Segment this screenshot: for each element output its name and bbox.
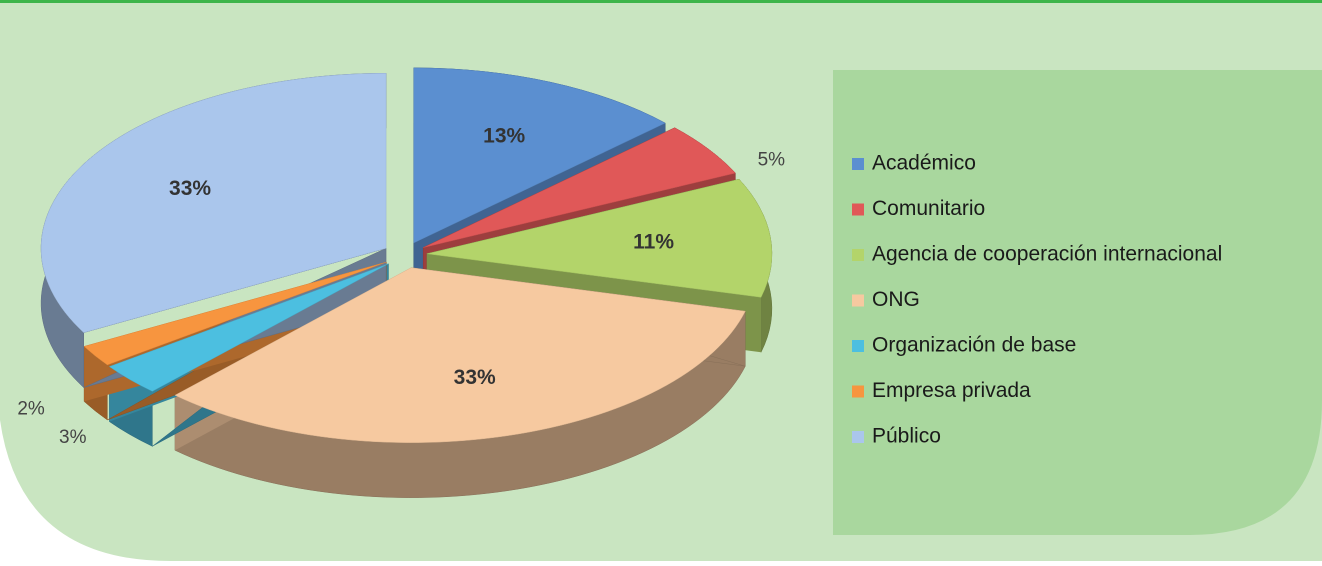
data-label: 11% bbox=[633, 230, 674, 253]
legend-box bbox=[833, 70, 1322, 535]
legend-label: Empresa privada bbox=[872, 379, 1031, 402]
slice bbox=[174, 267, 746, 443]
data-label: 5% bbox=[758, 150, 786, 171]
data-label: 3% bbox=[59, 427, 87, 448]
legend-label: Público bbox=[872, 425, 941, 448]
slice bbox=[413, 67, 666, 244]
data-label: 33% bbox=[169, 177, 211, 200]
legend-label: ONG bbox=[872, 288, 920, 311]
top-rule bbox=[0, 0, 1322, 3]
legend-marker bbox=[852, 294, 864, 307]
data-label: 13% bbox=[483, 124, 525, 147]
slice bbox=[40, 73, 387, 333]
legend-label: Organización de base bbox=[872, 334, 1076, 357]
legend-label: Agencia de cooperación internacional bbox=[872, 243, 1222, 266]
legend-marker bbox=[852, 340, 864, 352]
slice bbox=[83, 261, 387, 366]
slice bbox=[108, 263, 389, 392]
legend-marker bbox=[852, 203, 864, 216]
slice bbox=[423, 127, 736, 248]
legend-label: Comunitario bbox=[872, 197, 985, 220]
legend-marker bbox=[852, 385, 864, 398]
data-label: 33% bbox=[454, 366, 496, 389]
legend: Académico Comunitario Agencia de cooperaci… bbox=[852, 152, 1222, 448]
data-label: 2% bbox=[17, 398, 45, 419]
legend-marker bbox=[852, 158, 864, 170]
pie: 13% 5% 11% 33% 3% 2% 33% bbox=[17, 67, 786, 498]
legend-marker bbox=[852, 431, 864, 443]
legend-marker bbox=[852, 249, 864, 261]
legend-label: Académico bbox=[872, 152, 976, 175]
slice bbox=[426, 178, 773, 298]
